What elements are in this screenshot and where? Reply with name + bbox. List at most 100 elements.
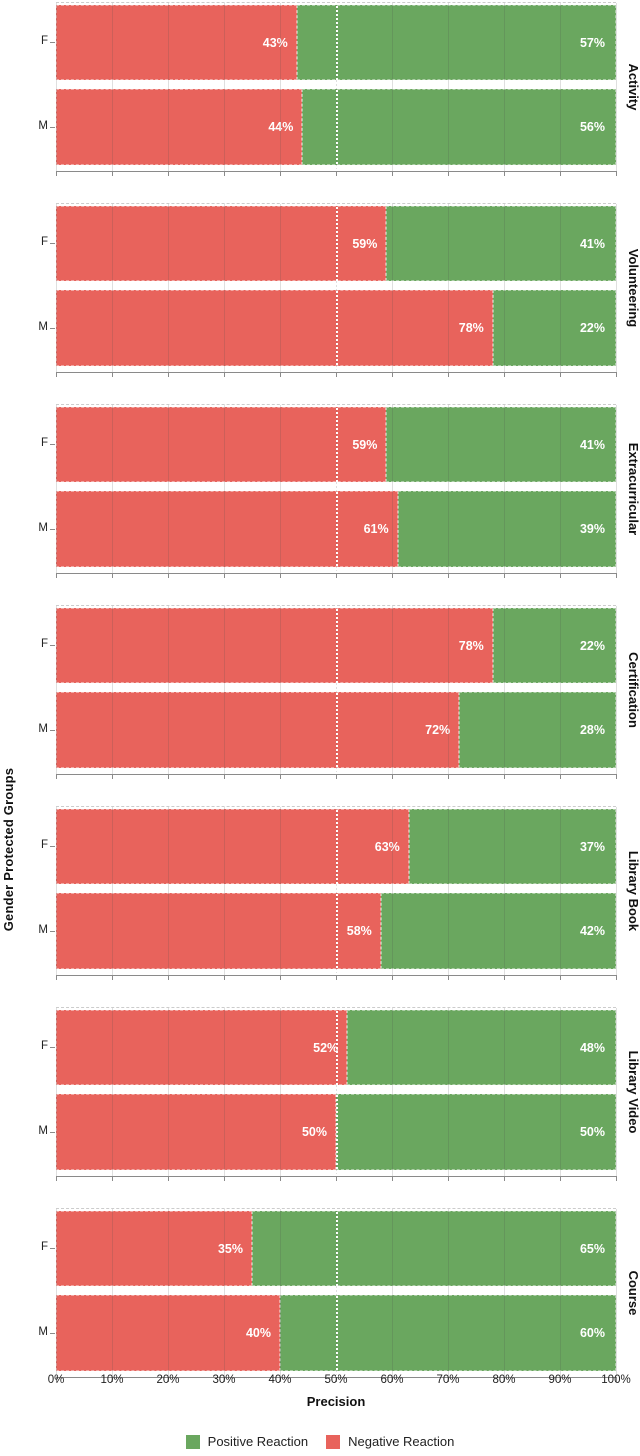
positive-segment: 28% [459,692,616,768]
axis-tick-100 [616,774,617,779]
axis-tick-20 [168,372,169,377]
gridline-100 [616,405,617,573]
axis-tick-30 [224,171,225,176]
bar-row-f: 52% 48% [56,1010,616,1085]
gridline-40 [280,1209,281,1377]
positive-value-label: 41% [579,437,605,452]
gridline-20 [168,1008,169,1176]
axis-tick-30 [224,1176,225,1181]
axis-tick-30 [224,1377,225,1382]
axis-tick-70 [448,774,449,779]
gridline-60 [392,204,393,372]
axis-tick-30 [224,372,225,377]
negative-segment: 40% [56,1295,280,1371]
group-tick-mark [50,730,55,731]
group-tick-mark [50,42,55,43]
legend-item-negative: Negative Reaction [326,1434,454,1449]
axis-tick-30 [224,975,225,980]
gridline-80 [504,1008,505,1176]
axis-tick-40 [280,975,281,980]
axis-tick-70 [448,573,449,578]
facet-title-volunteering: Volunteering [626,248,640,328]
facet-panel-course: 35% 65% F 40% 60% M Course [38,1208,640,1382]
gridline-20 [168,405,169,573]
gridline-70 [448,606,449,774]
axis-tick-90 [560,975,561,980]
gridline-90 [560,405,561,573]
gridline-20 [168,606,169,774]
gridline-100 [616,204,617,372]
x-tick-label-100: 100% [601,1374,631,1386]
group-tick-mark [50,1248,55,1249]
gridline-80 [504,807,505,975]
facet-title-extracurricular: Extracurricular [626,442,640,536]
group-tick-mark [50,931,55,932]
negative-segment: 63% [56,809,409,884]
positive-segment: 56% [302,89,616,165]
negative-value-label: 63% [374,839,400,854]
group-tick-mark [50,846,55,847]
gridline-80 [504,405,505,573]
group-tick-label-m: M [38,522,48,534]
gridline-100 [616,606,617,774]
positive-value-label: 42% [579,924,605,938]
gridline-100 [616,1008,617,1176]
axis-tick-80 [504,171,505,176]
gridline-70 [448,1209,449,1377]
gridline-40 [280,405,281,573]
negative-segment: 78% [56,290,493,366]
axis-tick-60 [392,372,393,377]
facet-panel-library-book: 63% 37% F 58% 42% M Library Book [38,806,640,980]
bar-row-f: 43% 57% [56,5,616,80]
axis-tick-70 [448,1176,449,1181]
axis-tick-20 [168,171,169,176]
gridline-40 [280,1008,281,1176]
bar-row-m: 44% 56% [56,89,616,165]
gridline-70 [448,1008,449,1176]
negative-value-label: 59% [352,437,378,452]
negative-segment: 61% [56,491,398,567]
axis-tick-0 [56,1176,57,1181]
gridline-40 [280,606,281,774]
group-tick-mark [50,444,55,445]
axis-tick-60 [392,1176,393,1181]
group-tick-label-f: F [40,1241,48,1253]
group-tick-label-m: M [38,1326,48,1338]
axis-tick-50 [336,1176,337,1181]
gridline-0 [56,1209,57,1377]
positive-value-label: 39% [579,522,605,536]
gridline-90 [560,3,561,171]
axis-tick-20 [168,573,169,578]
axis-tick-90 [560,1176,561,1181]
positive-value-label: 22% [579,321,605,335]
gridline-90 [560,1209,561,1377]
negative-value-label: 78% [458,321,484,335]
gridline-90 [560,807,561,975]
axis-tick-0 [56,774,57,779]
positive-segment: 41% [386,407,616,482]
bar-row-f: 63% 37% [56,809,616,884]
negative-value-label: 78% [458,638,484,653]
negative-segment: 35% [56,1211,252,1286]
axis-tick-70 [448,975,449,980]
positive-segment: 48% [347,1010,616,1085]
group-tick-label-m: M [38,120,48,132]
gridline-10 [112,1008,113,1176]
gridline-70 [448,807,449,975]
reference-line-50pct [336,1209,338,1377]
positive-value-label: 56% [579,120,605,134]
reference-line-50pct [336,807,338,975]
facet-title-certification: Certification [626,652,640,728]
gridline-60 [392,1209,393,1377]
axis-tick-10 [112,372,113,377]
reference-line-50pct [336,606,338,774]
negative-value-label: 40% [245,1326,271,1340]
axis-tick-0 [56,573,57,578]
gridline-70 [448,204,449,372]
gridline-100 [616,3,617,171]
positive-value-label: 50% [579,1125,605,1139]
axis-tick-70 [448,171,449,176]
gridline-30 [224,606,225,774]
negative-value-label: 52% [313,1040,339,1055]
negative-value-label: 43% [262,35,288,50]
